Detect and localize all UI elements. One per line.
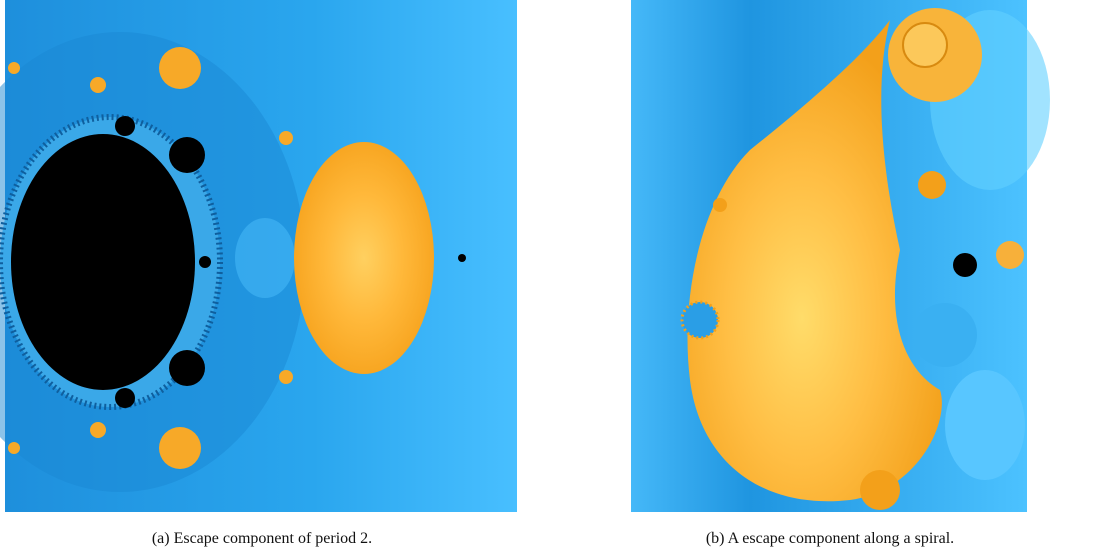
caption: (a) Escape component of period 2. bbox=[152, 530, 372, 548]
image-b bbox=[631, 0, 1050, 512]
image-a bbox=[0, 0, 517, 512]
page: (a) Escape component of period 2. (b) A … bbox=[0, 0, 1102, 557]
figure bbox=[0, 0, 1102, 557]
caption: (b) A escape component along a spiral. bbox=[706, 530, 954, 548]
